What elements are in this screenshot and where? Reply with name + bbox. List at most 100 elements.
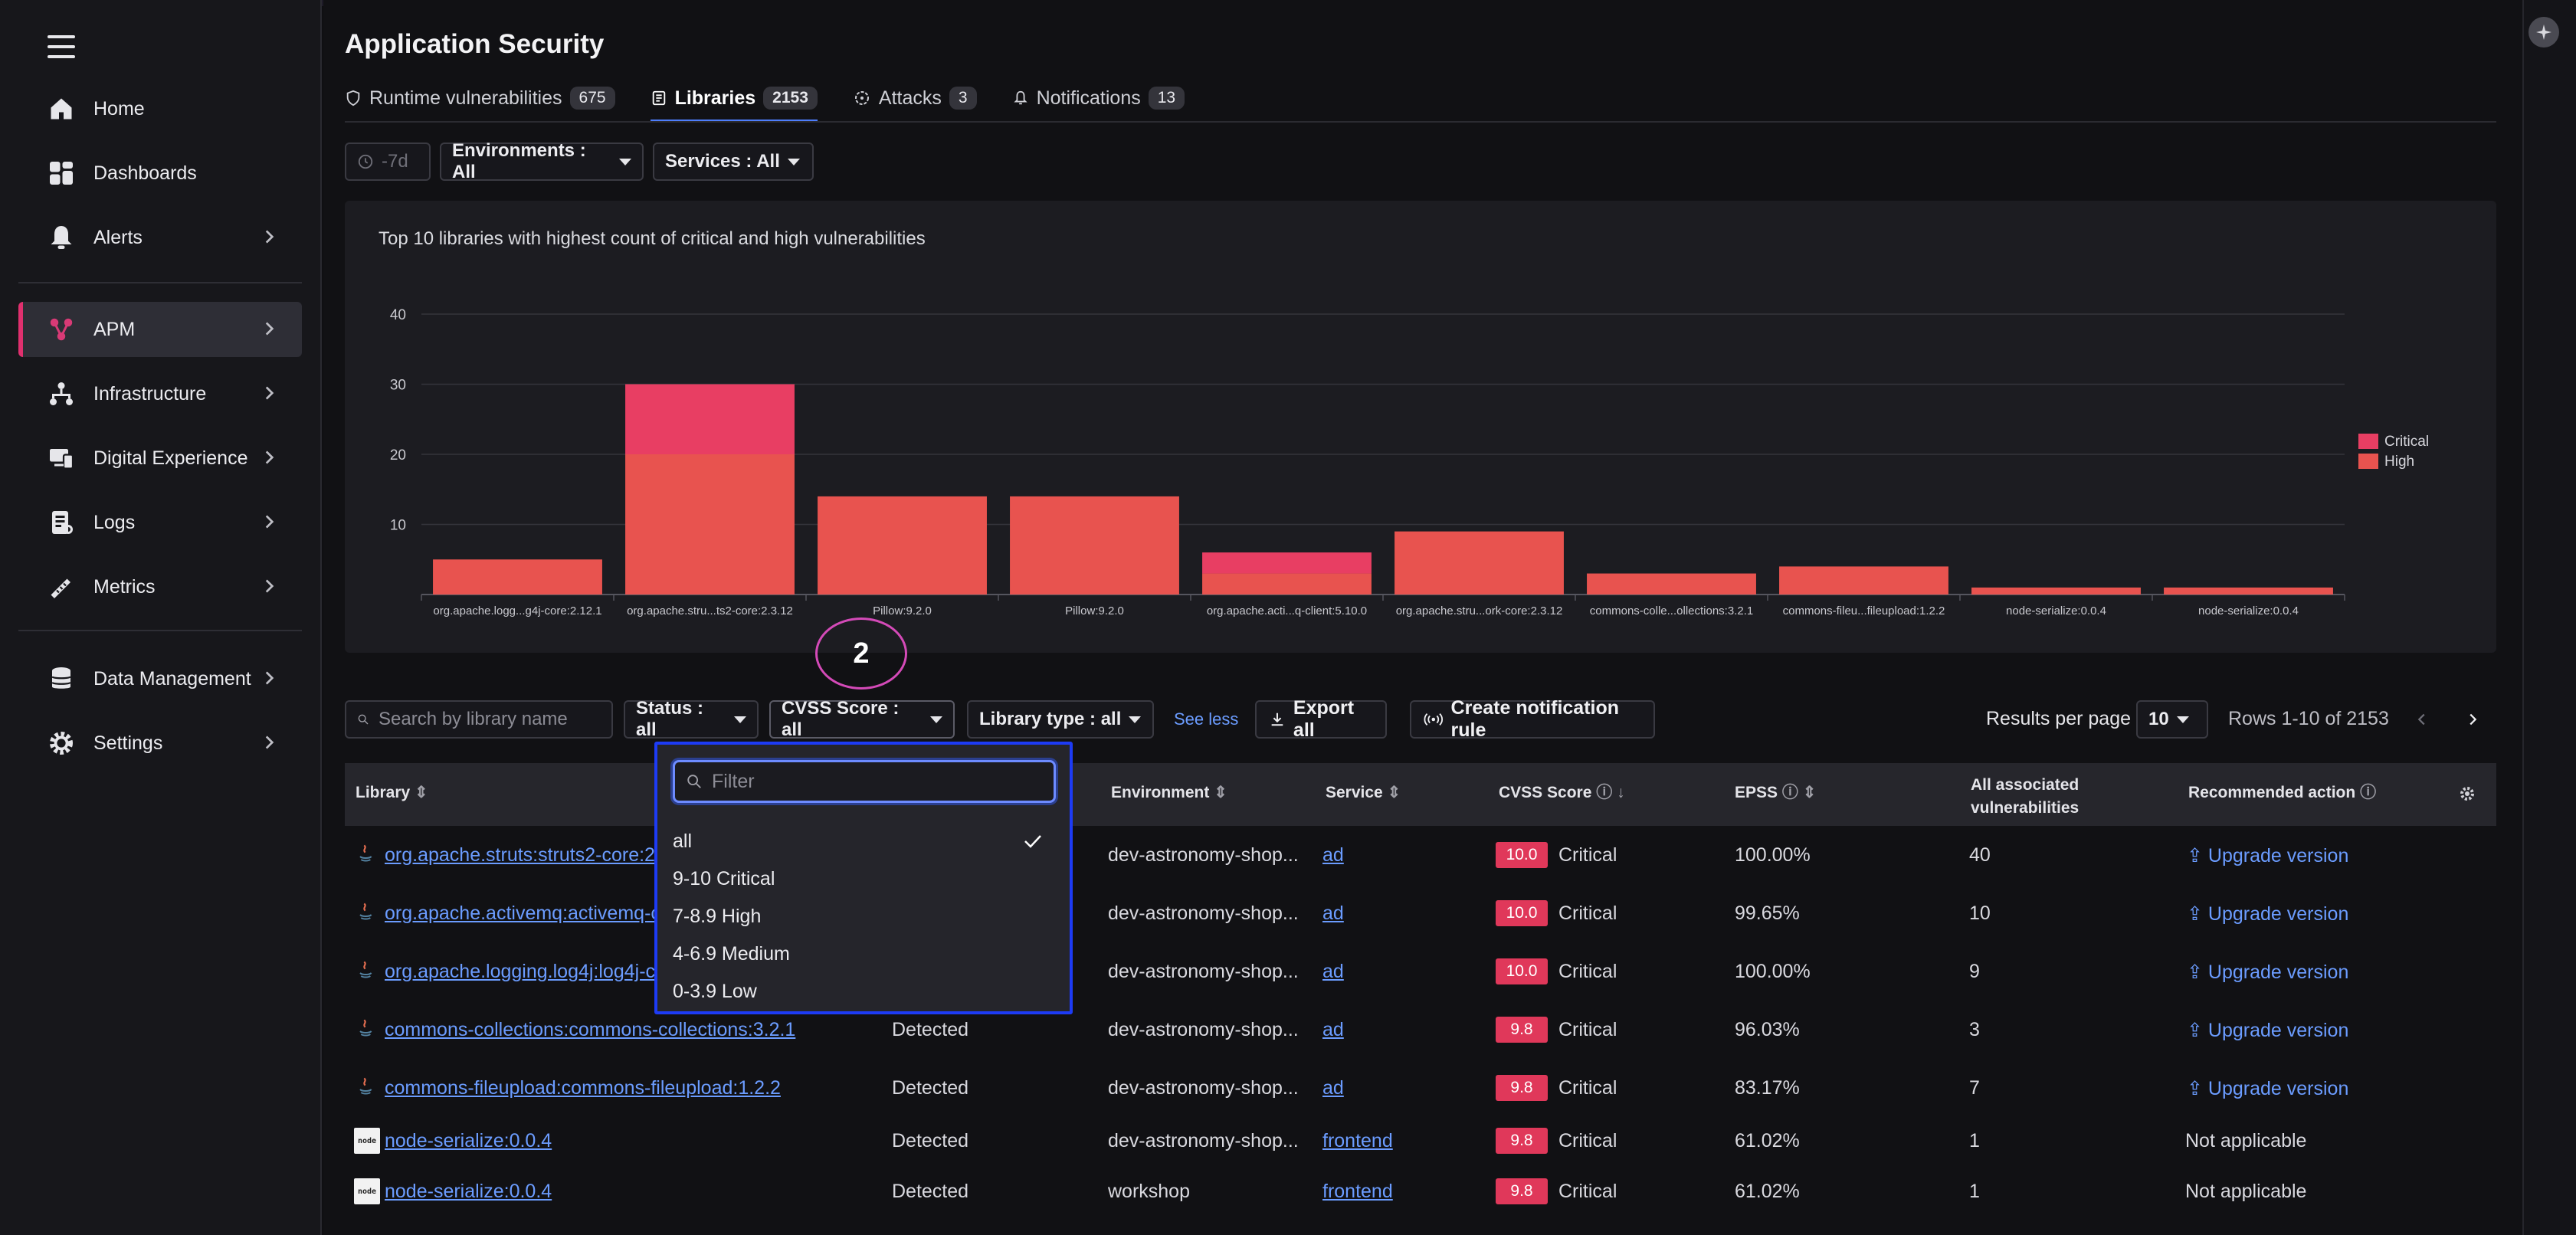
sidebar-item-label: Dashboards xyxy=(93,162,197,184)
table-row: commons-fileupload:commons-fileupload:1.… xyxy=(345,1059,2496,1117)
upgrade-version-link[interactable]: ⇪ Upgrade version xyxy=(2187,1077,2348,1100)
menu-icon[interactable] xyxy=(48,35,75,58)
dropdown-option-high[interactable]: 7-8.9 High xyxy=(673,898,1056,935)
dropdown-filter[interactable] xyxy=(673,760,1056,803)
sidebar-item-digital-experience[interactable]: Digital Experience xyxy=(18,431,302,486)
sidebar-item-infrastructure[interactable]: Infrastructure xyxy=(18,366,302,421)
service-link[interactable]: ad xyxy=(1322,902,1344,924)
sparkle-icon xyxy=(2536,25,2551,40)
library-link[interactable]: node-serialize:0.0.4 xyxy=(385,1181,552,1202)
sidebar-item-settings[interactable]: Settings xyxy=(18,716,302,771)
library-link[interactable]: commons-collections:commons-collections:… xyxy=(385,1019,796,1040)
column-label: Library xyxy=(356,784,411,801)
sidebar-item-data-management[interactable]: Data Management xyxy=(18,651,302,706)
column-header-library[interactable]: Library ⇕ xyxy=(356,784,428,801)
column-header-cvss-score[interactable]: CVSS Score ⓘ ↓ xyxy=(1499,784,1625,801)
create-notification-rule-button[interactable]: Create notification rule xyxy=(1410,697,1655,741)
services-filter[interactable]: Services : All xyxy=(653,142,814,181)
java-icon xyxy=(359,961,372,978)
service-link[interactable]: frontend xyxy=(1322,1181,1393,1202)
environments-filter[interactable]: Environments : All xyxy=(440,140,644,182)
chevron-left-icon xyxy=(2417,713,2425,726)
chart-title: Top 10 libraries with highest count of c… xyxy=(379,228,926,249)
action-label: Upgrade version xyxy=(2207,903,2349,925)
sidebar-divider xyxy=(18,282,302,283)
column-header-all-associated-vulnerabilities[interactable]: All associated vulnerabilities xyxy=(1971,776,2079,817)
tab-attacks[interactable]: Attacks 3 xyxy=(853,81,977,115)
sidebar-item-metrics[interactable]: Metrics xyxy=(18,559,302,614)
service-link[interactable]: ad xyxy=(1322,1019,1344,1040)
upload-icon: ⇪ xyxy=(2187,845,2208,866)
library-type-filter[interactable]: Library type : all xyxy=(967,700,1154,739)
chevron-right-icon xyxy=(265,579,274,593)
java-icon xyxy=(359,1077,372,1095)
service-link[interactable]: frontend xyxy=(1322,1130,1393,1151)
column-header-environment[interactable]: Environment ⇕ xyxy=(1111,784,1227,801)
sidebar-item-home[interactable]: Home xyxy=(18,81,302,136)
cvss-score-filter[interactable]: CVSS Score : all xyxy=(769,698,955,740)
dropdown-option-critical[interactable]: 9-10 Critical xyxy=(673,860,1056,897)
sidebar-item-apm[interactable]: APM xyxy=(18,302,302,357)
environment-cell: dev-astronomy-shop... xyxy=(1108,844,1299,866)
cvss-score-badge: 9.8 xyxy=(1496,1017,1548,1043)
upgrade-version-link[interactable]: ⇪ Upgrade version xyxy=(2187,902,2348,925)
bar-high xyxy=(818,496,987,595)
export-all-button[interactable]: Export all xyxy=(1255,697,1387,741)
action-label: Upgrade version xyxy=(2207,1078,2349,1099)
x-tick-label: org.apache.stru...ork-core:2.3.12 xyxy=(1396,604,1563,618)
legend-swatch xyxy=(2358,434,2378,449)
environment-cell: dev-astronomy-shop... xyxy=(1108,961,1299,982)
severity-cell: Critical xyxy=(1558,844,1617,866)
rows-range-label: Rows 1-10 of 2153 xyxy=(2228,708,2389,729)
library-link[interactable]: commons-fileupload:commons-fileupload:1.… xyxy=(385,1077,781,1099)
bar-high xyxy=(625,454,795,595)
x-tick-label: Pillow:9.2.0 xyxy=(873,604,932,618)
column-header-epss[interactable]: EPSS ⓘ ⇕ xyxy=(1735,784,1817,801)
upgrade-version-link[interactable]: ⇪ Upgrade version xyxy=(2187,1019,2348,1042)
gear-icon[interactable] xyxy=(2458,785,2476,803)
status-filter[interactable]: Status : all xyxy=(624,698,759,740)
tab-runtime-vulnerabilities[interactable]: Runtime vulnerabilities 675 xyxy=(345,81,615,115)
service-link[interactable]: ad xyxy=(1322,844,1344,866)
legend-swatch xyxy=(2358,454,2378,469)
bell-icon xyxy=(1013,90,1027,105)
caret-down-icon xyxy=(787,158,800,165)
column-label: EPSS xyxy=(1735,784,1778,801)
library-search[interactable] xyxy=(345,700,613,739)
search-input[interactable] xyxy=(379,709,601,730)
next-page-button[interactable] xyxy=(2460,706,2486,732)
tab-libraries[interactable]: Libraries 2153 xyxy=(650,81,818,123)
chevron-right-icon xyxy=(265,450,274,464)
vulnerability-count-cell: 40 xyxy=(1969,844,1991,866)
option-label: 0-3.9 Low xyxy=(673,980,757,1002)
ai-assistant-button[interactable] xyxy=(2528,17,2559,48)
dropdown-option-medium[interactable]: 4-6.9 Medium xyxy=(673,935,1056,972)
dropdown-option-all[interactable]: all xyxy=(673,823,1056,860)
cvss-score-dropdown: all 9-10 Critical 7-8.9 High 4-6.9 Mediu… xyxy=(654,742,1073,1014)
service-link[interactable]: ad xyxy=(1322,1077,1344,1099)
dropdown-filter-input[interactable] xyxy=(712,770,1034,793)
severity-cell: Critical xyxy=(1558,902,1617,924)
results-per-page-select[interactable]: 10 xyxy=(2136,700,2208,739)
chevron-right-icon xyxy=(265,230,274,244)
see-less-link[interactable]: See less xyxy=(1174,709,1239,729)
epss-cell: 96.03% xyxy=(1735,1019,1800,1040)
service-link[interactable]: ad xyxy=(1322,961,1344,982)
dashboard-icon xyxy=(46,158,77,188)
dropdown-option-low[interactable]: 0-3.9 Low xyxy=(673,973,1056,1010)
time-range-picker[interactable]: -7d xyxy=(345,142,431,181)
tab-notifications[interactable]: Notifications 13 xyxy=(1012,81,1185,115)
previous-page-button[interactable] xyxy=(2409,706,2435,732)
sidebar-item-dashboards[interactable]: Dashboards xyxy=(18,146,302,201)
library-link[interactable]: node-serialize:0.0.4 xyxy=(385,1130,552,1151)
sidebar-item-alerts[interactable]: Alerts xyxy=(18,210,302,265)
column-label: Service xyxy=(1326,784,1383,801)
library-link[interactable]: org.apache.struts:struts2-core:2.3.12 xyxy=(385,844,698,866)
upgrade-version-link[interactable]: ⇪ Upgrade version xyxy=(2187,844,2348,867)
services-filter-label: Services : All xyxy=(665,151,780,172)
option-label: 7-8.9 High xyxy=(673,905,762,927)
upgrade-version-link[interactable]: ⇪ Upgrade version xyxy=(2187,961,2348,984)
sidebar-item-logs[interactable]: Logs xyxy=(18,495,302,550)
cvss-score-badge: 10.0 xyxy=(1496,842,1548,868)
column-header-service[interactable]: Service ⇕ xyxy=(1326,784,1401,801)
